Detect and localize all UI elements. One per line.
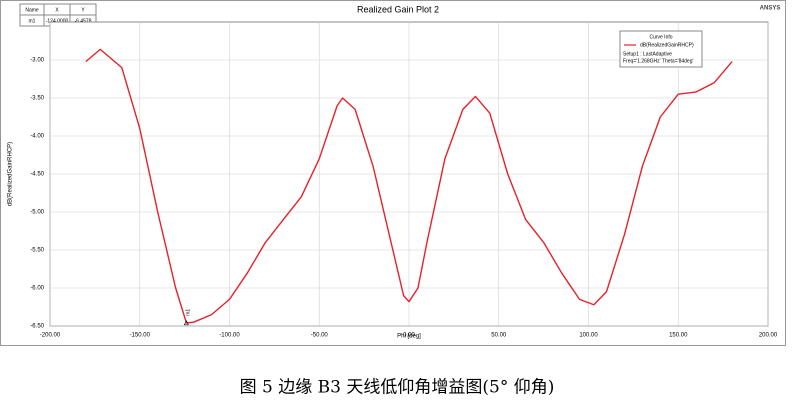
x-tick-label: 50.00 — [491, 333, 507, 339]
series-line — [85, 48, 733, 324]
x-tick-label: -50.00 — [311, 333, 329, 339]
table-header: X — [55, 7, 59, 13]
y-tick-label: -4.00 — [30, 134, 44, 140]
x-tick-label: -100.00 — [219, 333, 240, 339]
y-tick-label: -4.50 — [30, 172, 44, 178]
y-tick-label: -3.50 — [30, 96, 44, 102]
legend-line: Freq='1.268GHz' Theta='84deg' — [623, 58, 693, 64]
legend: Curve Info dB(RealizedGainRHCP) Setup1 : L… — [619, 30, 703, 68]
table-cell: -124.0000 — [46, 18, 69, 24]
caption: 图 5 边缘 B3 天线低仰角增益图(5° 仰角) — [240, 378, 555, 398]
x-tick-label: 150.00 — [669, 333, 688, 339]
legend-title: Curve Info — [649, 34, 672, 40]
marker-label: m1 — [186, 309, 192, 316]
y-tick-label: -6.50 — [30, 324, 44, 330]
y-tick-label: -3.00 — [30, 58, 44, 64]
legend-line: Setup1 : LastAdaptive — [623, 51, 672, 57]
y-tick-label: -6.00 — [30, 286, 44, 292]
brand: ANSYS — [760, 6, 781, 12]
chart-title: Realized Gain Plot 2 — [357, 4, 439, 14]
x-tick-label: 0.00 — [403, 333, 415, 339]
x-tick-label: 200.00 — [759, 333, 778, 339]
table-cell: m1 — [29, 18, 36, 24]
legend-label: dB(RealizedGainRHCP) — [640, 42, 694, 48]
table-header: Name — [25, 7, 39, 13]
table-header: Y — [81, 7, 85, 13]
legend-box — [619, 30, 703, 68]
table-cell: -6.4578 — [75, 18, 92, 24]
y-tick-label: -5.50 — [30, 248, 44, 254]
x-tick-label: 100.00 — [579, 333, 598, 339]
y-tick-label: -5.00 — [30, 210, 44, 216]
x-axis-label: Phi [deg] — [397, 334, 421, 340]
marker-point — [183, 320, 189, 326]
y-axis-label: dB(RealizedGainRHCP) — [8, 142, 14, 206]
marker-table: Name X Y m1 -124.0000 -6.4578 — [19, 3, 97, 27]
x-tick-label: -200.00 — [40, 333, 61, 339]
x-tick-label: -150.00 — [130, 333, 151, 339]
